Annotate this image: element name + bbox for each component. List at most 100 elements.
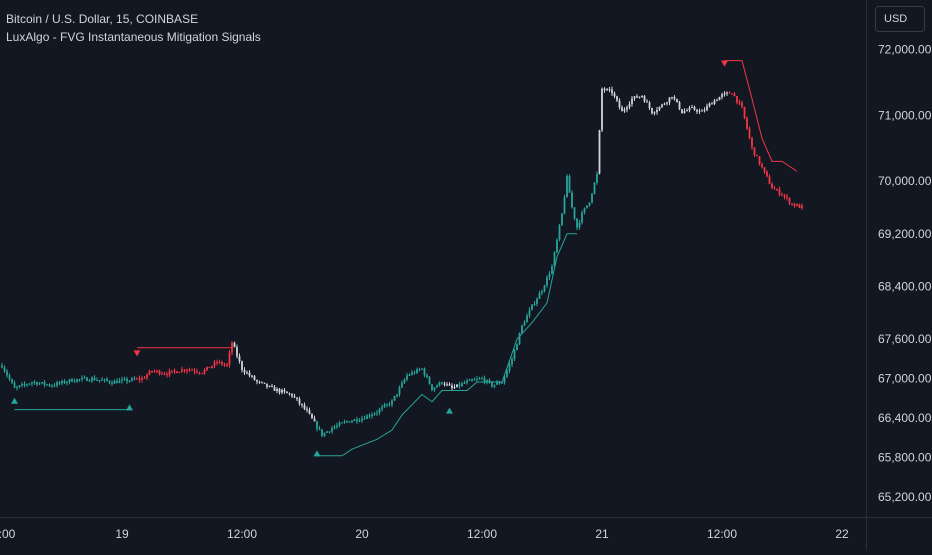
y-tick-label: 72,000.00 [878, 42, 932, 56]
candle-body [121, 379, 123, 381]
candle-body [458, 384, 461, 387]
candle-body [186, 369, 188, 371]
candle-body [93, 377, 96, 381]
candle-body [693, 106, 696, 110]
candle-body [416, 369, 418, 374]
candle-body [181, 369, 183, 373]
candle-body [513, 350, 516, 360]
candle-body [58, 382, 61, 384]
candle-body [201, 373, 203, 375]
candle-body [703, 110, 706, 112]
candle-body [668, 97, 671, 103]
candle-body [98, 379, 101, 381]
candle-body [698, 110, 701, 112]
candle-body [143, 377, 146, 379]
candle-body [481, 378, 483, 380]
candle-body [158, 370, 161, 374]
candle-body [431, 384, 433, 390]
candle-body [603, 88, 606, 91]
candle-body [106, 379, 108, 381]
candle-body [388, 404, 391, 406]
y-tick-label: 67,000.00 [878, 372, 932, 386]
candle-body [171, 370, 173, 372]
candle-body [131, 378, 133, 381]
candle-body [263, 382, 266, 384]
y-tick-label: 69,200.00 [878, 227, 932, 241]
candle-body [503, 376, 506, 383]
candle-body [718, 97, 721, 101]
candle-body [286, 391, 288, 394]
candle-body [636, 96, 638, 98]
candle-body [491, 381, 493, 387]
candle-body [791, 203, 793, 205]
candle-body [788, 197, 791, 204]
candle-body [261, 381, 263, 383]
candle-body [596, 173, 598, 183]
candle-body [456, 384, 458, 388]
candle-body [568, 175, 571, 193]
candle-body [663, 103, 666, 105]
candle-body [541, 291, 543, 294]
candle-body [36, 382, 38, 385]
candle-body [326, 431, 328, 433]
candle-body [216, 362, 218, 364]
candle-body [116, 380, 118, 384]
candle-body [313, 418, 316, 422]
candle-body [621, 107, 623, 112]
candle-body [363, 418, 366, 420]
candle-body [221, 361, 223, 365]
candle-body [641, 96, 643, 98]
candle-body [43, 382, 46, 385]
candle-body [33, 382, 36, 384]
candle-body [646, 101, 648, 103]
candle-body [168, 371, 171, 376]
candle-body [713, 100, 716, 105]
candle-body [321, 429, 323, 436]
candle-body [251, 375, 253, 377]
candle-body [118, 380, 121, 384]
candle-body [391, 400, 393, 405]
fvg-level-line [724, 60, 798, 172]
candle-body [771, 183, 773, 189]
candle-body [21, 384, 23, 386]
candle-body [743, 106, 746, 119]
currency-button[interactable]: USD [875, 6, 925, 32]
symbol-title: Bitcoin / U.S. Dollar, 15, COINBASE [6, 12, 199, 26]
candle-body [76, 379, 78, 382]
candle-body [148, 371, 151, 375]
candle-body [686, 110, 688, 112]
candle-body [138, 378, 141, 380]
candle-body [196, 371, 198, 373]
chart-legend: Bitcoin / U.S. Dollar, 15, COINBASE LuxA… [6, 10, 261, 46]
bullish-signal-marker [126, 404, 133, 411]
candle-body [543, 285, 546, 292]
candle-body [793, 204, 796, 207]
indicator-title: LuxAlgo - FVG Instantaneous Mitigation S… [6, 30, 261, 44]
candle-body [243, 369, 246, 373]
candle-body [183, 369, 186, 371]
candle-body [203, 369, 206, 374]
bearish-signal-marker [133, 350, 141, 357]
candle-body [578, 222, 581, 228]
candle-body [486, 380, 488, 383]
candle-body [598, 130, 601, 174]
candle-body [211, 365, 213, 368]
x-tick-label: 20 [355, 527, 369, 541]
candle-body [613, 93, 616, 97]
candle-body [501, 382, 503, 384]
candle-body [398, 387, 401, 395]
candle-body [766, 171, 768, 177]
candle-body [218, 361, 221, 363]
candle-body [526, 315, 528, 323]
candle-body [173, 370, 176, 372]
candle-body [356, 419, 358, 422]
candle-body [396, 394, 398, 397]
candle-body [126, 378, 128, 382]
candle-body [468, 379, 471, 381]
candle-body [368, 415, 371, 417]
candle-body [546, 277, 548, 286]
candle-body [61, 380, 63, 384]
candle-body [163, 373, 166, 375]
